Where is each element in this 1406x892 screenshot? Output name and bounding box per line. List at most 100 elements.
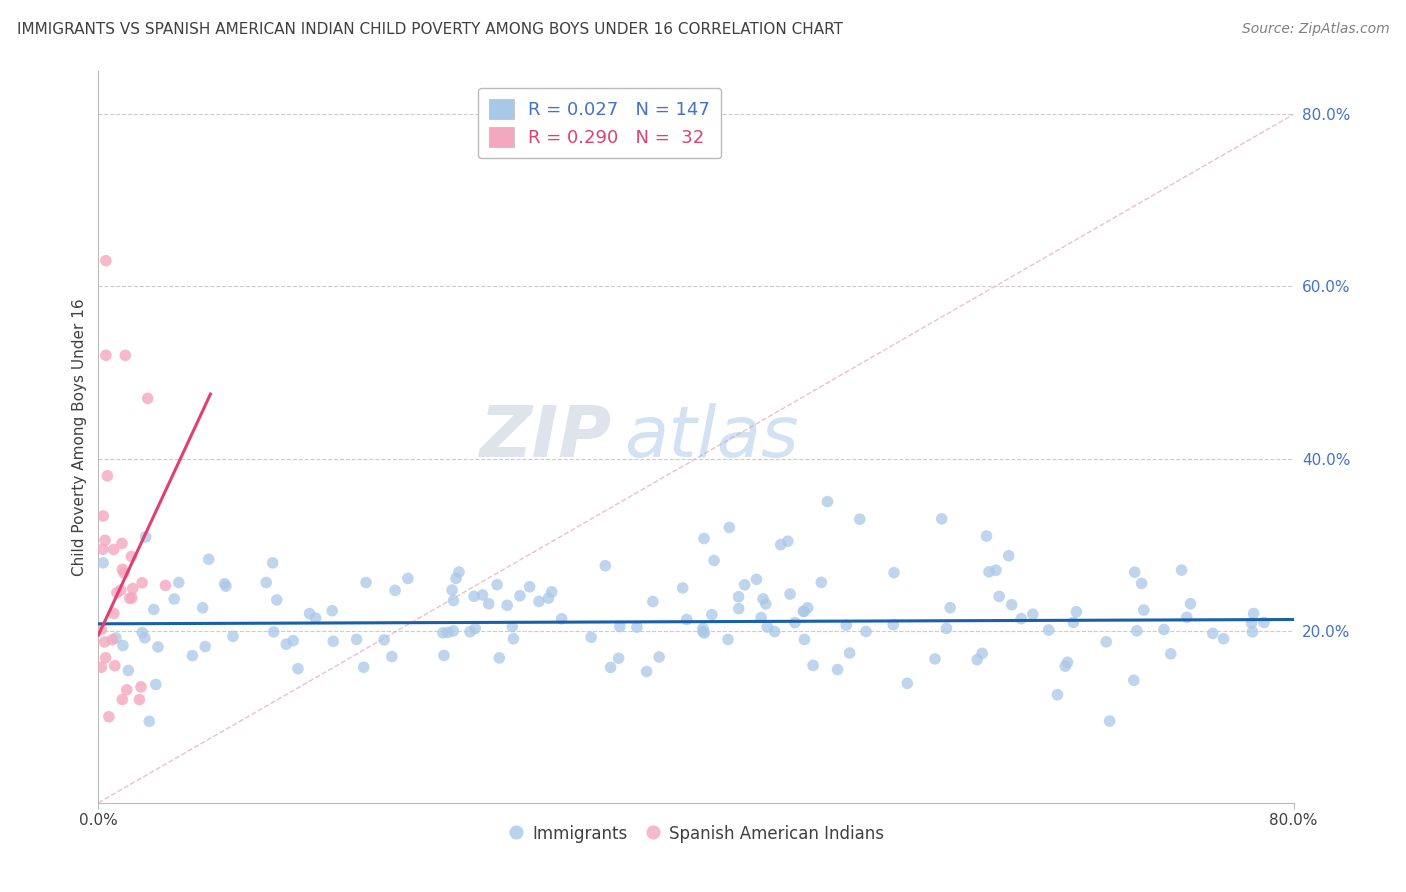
Point: [222, 629, 245, 643]
Point: [796, 600, 818, 615]
Point: [103, 607, 125, 621]
Point: [276, 637, 298, 651]
Point: [136, 392, 159, 406]
Point: [693, 626, 716, 640]
Point: [1241, 624, 1264, 639]
Point: [121, 582, 143, 596]
Point: [463, 589, 485, 603]
Point: [1153, 623, 1175, 637]
Point: [931, 512, 953, 526]
Point: [321, 604, 343, 618]
Point: [444, 571, 467, 585]
Point: [117, 664, 139, 678]
Point: [801, 658, 824, 673]
Point: [641, 594, 664, 608]
Point: [692, 622, 714, 636]
Point: [972, 646, 994, 660]
Point: [90, 623, 112, 637]
Point: [976, 529, 998, 543]
Point: [1243, 607, 1265, 621]
Point: [718, 520, 741, 534]
Point: [1170, 563, 1192, 577]
Point: [262, 556, 284, 570]
Point: [396, 571, 419, 585]
Point: [104, 658, 127, 673]
Point: [835, 618, 858, 632]
Point: [672, 581, 695, 595]
Point: [91, 508, 114, 523]
Point: [1010, 612, 1032, 626]
Point: [91, 542, 114, 557]
Point: [692, 624, 714, 639]
Point: [935, 621, 957, 635]
Point: [502, 632, 524, 646]
Point: [717, 632, 740, 647]
Point: [537, 591, 560, 606]
Point: [1180, 597, 1202, 611]
Point: [817, 494, 839, 508]
Point: [700, 607, 723, 622]
Text: IMMIGRANTS VS SPANISH AMERICAN INDIAN CHILD POVERTY AMONG BOYS UNDER 16 CORRELAT: IMMIGRANTS VS SPANISH AMERICAN INDIAN CH…: [17, 22, 842, 37]
Point: [441, 624, 464, 638]
Point: [1098, 714, 1121, 728]
Point: [648, 650, 671, 665]
Text: ZIP: ZIP: [479, 402, 613, 472]
Point: [287, 662, 309, 676]
Point: [882, 617, 904, 632]
Point: [675, 612, 697, 626]
Point: [94, 253, 117, 268]
Point: [384, 583, 406, 598]
Legend: Immigrants, Spanish American Indians: Immigrants, Spanish American Indians: [501, 818, 891, 849]
Point: [94, 650, 117, 665]
Point: [346, 632, 368, 647]
Point: [745, 573, 768, 587]
Point: [129, 680, 152, 694]
Point: [94, 348, 117, 362]
Point: [111, 536, 134, 550]
Point: [1001, 598, 1024, 612]
Point: [120, 549, 142, 564]
Point: [540, 584, 562, 599]
Point: [988, 590, 1011, 604]
Point: [599, 660, 621, 674]
Point: [433, 648, 456, 663]
Point: [579, 630, 602, 644]
Point: [827, 663, 849, 677]
Point: [792, 604, 814, 618]
Point: [1202, 626, 1225, 640]
Point: [194, 640, 217, 654]
Point: [111, 562, 134, 576]
Point: [1062, 615, 1084, 630]
Point: [550, 612, 572, 626]
Point: [755, 597, 778, 611]
Point: [1123, 565, 1146, 579]
Point: [607, 651, 630, 665]
Point: [855, 624, 877, 639]
Point: [131, 625, 153, 640]
Point: [752, 591, 775, 606]
Point: [478, 597, 501, 611]
Point: [443, 593, 465, 607]
Point: [984, 563, 1007, 577]
Point: [527, 594, 550, 608]
Point: [104, 631, 127, 645]
Point: [519, 580, 541, 594]
Text: Source: ZipAtlas.com: Source: ZipAtlas.com: [1241, 22, 1389, 37]
Point: [103, 542, 125, 557]
Point: [793, 604, 815, 618]
Point: [997, 549, 1019, 563]
Point: [121, 591, 143, 605]
Point: [1122, 673, 1144, 688]
Point: [353, 660, 375, 674]
Point: [488, 651, 510, 665]
Point: [727, 590, 749, 604]
Point: [966, 653, 988, 667]
Point: [447, 565, 470, 579]
Point: [756, 620, 779, 634]
Point: [769, 538, 792, 552]
Point: [115, 682, 138, 697]
Point: [322, 634, 344, 648]
Point: [96, 468, 118, 483]
Point: [101, 632, 124, 647]
Point: [1038, 623, 1060, 637]
